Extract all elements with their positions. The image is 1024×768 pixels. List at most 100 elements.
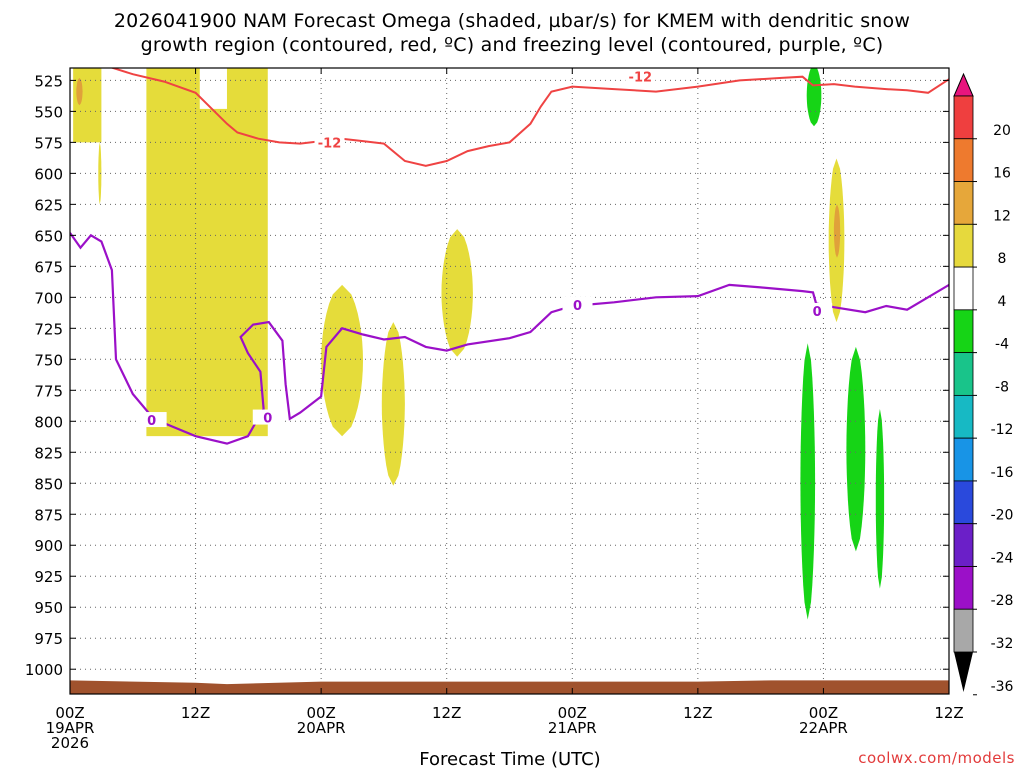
colorbar-segment [953,138,974,182]
dgz-contour-line [109,68,949,167]
y-tick-label: 900 [34,537,63,555]
colorbar-segment [953,608,974,653]
x-tick-label: 12Z [181,704,210,722]
freezing-contour-label: 0 [813,305,822,320]
y-tick-label: 1000 [25,661,63,679]
y-tick-label: 750 [34,351,63,369]
y-tick-label: 775 [34,382,63,400]
colorbar-label: 8 [998,251,1007,267]
terrain-area [70,680,949,694]
omega-negative-area [846,346,866,552]
omega-negative-area [800,343,816,620]
colorbar-segment [953,95,974,140]
colorbar-label: 20 [993,123,1011,139]
colorbar-label: -4 [995,337,1009,353]
colorbar-label: -20 [991,508,1014,524]
omega-negative-area [875,408,885,589]
contour-label-bg [314,134,345,150]
colorbar-segment [953,223,974,268]
colorbar-label: -8 [995,379,1009,395]
colorbar-label: -32 [991,636,1014,652]
x-tick-label: 12Z [683,704,712,722]
colorbar-segment [953,266,974,311]
y-tick-label: 650 [34,227,63,245]
colorbar-segment [953,394,974,439]
y-tick-label: 575 [34,134,63,152]
omega-shading [73,68,885,620]
contour-label-bg [562,296,593,312]
omega-positive-area [98,142,102,205]
colorbar-segment [953,352,974,396]
omega-negative-area [806,68,822,127]
credit-text: coolwx.com/models [858,749,1015,767]
y-tick-label: 725 [34,320,63,338]
chart-title-line1: 2026041900 NAM Forecast Omega (shaded, µ… [113,10,911,32]
colorbar-label: -28 [991,593,1014,609]
freezing-contour-label: 0 [573,299,582,314]
terrain-surface [70,680,949,694]
dgz-contour-label: -12 [318,136,342,151]
contour-label-bg [802,302,833,318]
x-tick-label: 00Z [809,704,838,722]
colorbar-segment [953,309,974,354]
colorbar-top-arrow [953,72,974,97]
colorbar-label: -36 [991,679,1014,695]
omega-positive-area [76,77,83,106]
omega-positive-area [833,204,841,258]
colorbar-label: -24 [991,550,1014,566]
freezing-contour-label: 0 [263,412,272,427]
y-tick-label: 600 [34,165,63,183]
colorbar-segment [953,480,974,525]
omega-positive-area [73,68,102,143]
y-tick-label: 825 [34,444,63,462]
chart-title-line2: growth region (contoured, red, ºC) and f… [140,34,884,56]
colorbar-label: -16 [991,465,1014,481]
omega-positive-area [381,322,405,486]
freezing-contour-label: 0 [147,414,156,429]
x-tick-label: 22APR [799,719,848,737]
plot-frame [69,67,950,695]
contour-label-bg [136,412,167,428]
colorbar-segment [953,181,974,225]
omega-positive-area [441,229,473,357]
x-axis-label: Forecast Time (UTC) [419,749,600,768]
contour-lines [70,68,949,445]
x-tick-label: 2026 [51,734,89,752]
freezing-level-contour-line [70,232,949,445]
contour-label-bg [252,409,283,425]
y-tick-label: 925 [34,568,63,586]
y-tick-label: 975 [34,630,63,648]
x-tick-label: 12Z [432,704,461,722]
x-tick-label: 20APR [297,719,346,737]
omega-positive-area [321,284,363,437]
x-tick-label: 00Z [55,704,84,722]
dgz-contour-label: -12 [629,71,653,86]
colorbar-bottom-arrow [954,652,973,692]
contour-labels: -12 -12 0 0 0 0 [136,68,833,429]
contour-label-bg [625,68,656,84]
y-tick-label: 875 [34,506,63,524]
colorbar-segment [953,523,974,567]
x-tick-label: 21APR [548,719,597,737]
y-tick-label: 550 [34,103,63,121]
colorbar-segment [953,566,974,610]
y-tick-label: 525 [34,72,63,90]
colorbar-segment [953,437,974,482]
x-tick-label: 00Z [558,704,587,722]
x-tick-label: 19APR [46,719,95,737]
colorbar: 20 16 12 8 4 -4 -8 -12 -16 -20 -24 -28 -32 -36 [953,72,1014,696]
x-tick-label: 12Z [934,704,963,722]
x-tick-label: 00Z [306,704,335,722]
omega-positive-area [146,68,268,437]
y-tick-label: 675 [34,258,63,276]
y-tick-label: 950 [34,599,63,617]
colorbar-label: -12 [991,422,1014,438]
y-tick-label: 850 [34,475,63,493]
y-tick-label: 800 [34,413,63,431]
colorbar-label: 4 [998,294,1007,310]
y-tick-label: 625 [34,196,63,214]
y-axis-ticks: 525 550 575 600 625 650 675 700 725 750 775 800 825 8… [25,72,949,679]
y-tick-label: 700 [34,289,63,307]
